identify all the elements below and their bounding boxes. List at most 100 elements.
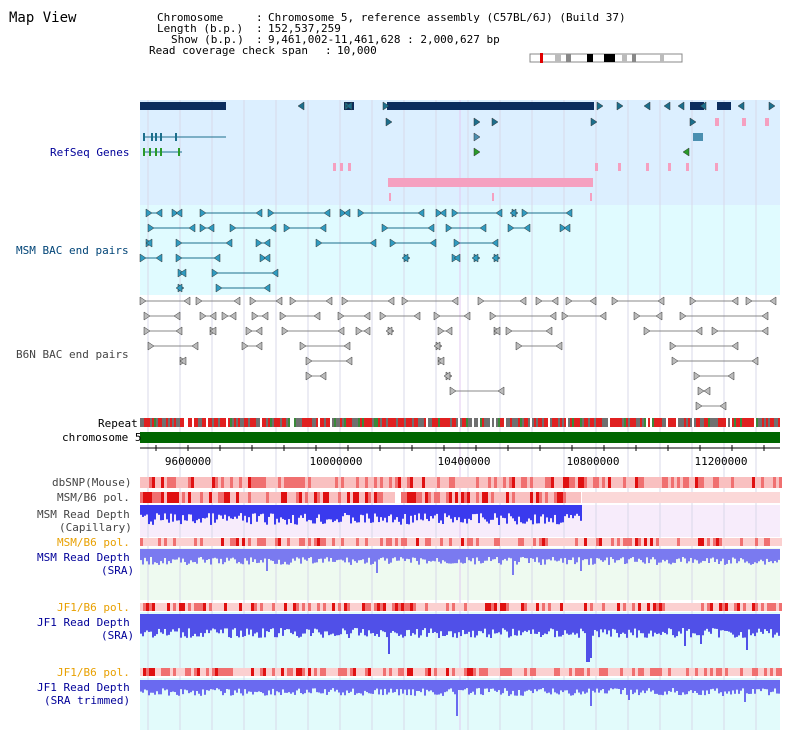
jf1-sra-depth-bar	[608, 614, 610, 631]
msm-sra-depth-bar	[666, 549, 668, 560]
repeat-segment	[494, 418, 496, 427]
jf1-pol2-cell	[149, 668, 152, 676]
jf1-sra-depth-bar	[362, 614, 364, 630]
jf1-pol2-cell	[515, 668, 518, 676]
jf1-pol-cell	[434, 603, 437, 611]
msm-sra-depth-bar	[572, 549, 574, 558]
jf1-trim-depth-bar	[702, 680, 704, 691]
msm-sra-depth-bar	[772, 549, 774, 564]
jf1-sra-depth-bar	[334, 614, 336, 636]
msm-sra-depth-bar	[380, 549, 382, 559]
track-label-jf1-b6-pol-2[interactable]: JF1/B6 pol.	[57, 666, 130, 679]
repeat-segment	[164, 418, 166, 427]
track-label-refseq[interactable]: RefSeq Genes	[50, 146, 130, 159]
jf1-sra-depth-bar	[670, 614, 672, 630]
jf1-sra-depth-bar	[428, 614, 430, 633]
jf1-pol2-cell	[491, 668, 494, 676]
repeat-segment	[342, 418, 344, 427]
msm-pol-cell	[524, 492, 527, 503]
track-label-msm-depth-capillary[interactable]: MSM Read Depth	[37, 508, 130, 521]
jf1-trim-depth-bar	[428, 680, 430, 692]
jf1-trim-depth-bar	[252, 680, 254, 695]
msm-sra-depth-bar	[304, 549, 306, 560]
jf1-pol2-cell	[752, 668, 755, 676]
msm-cap-depth-bar	[576, 505, 578, 514]
jf1-trim-depth-bar	[760, 680, 762, 692]
jf1-sra-depth-bar	[776, 614, 778, 633]
jf1-trim-depth-bar	[164, 680, 166, 691]
msm-pair-end-icon	[175, 238, 183, 248]
track-label-msm-bac[interactable]: MSM BAC end pairs	[16, 244, 129, 257]
msm-sra-depth-bar	[610, 549, 612, 558]
jf1-sra-depth-bar	[156, 614, 158, 635]
jf1-pol2-cell	[494, 668, 497, 676]
msm-sra-depth-bar	[582, 549, 584, 561]
msm-sra-depth-bar	[620, 549, 622, 559]
msm-pol-cell	[176, 492, 179, 503]
repeat-segment	[346, 418, 348, 427]
repeat-segment	[166, 418, 168, 427]
msm-sra-depth-bar	[330, 549, 332, 558]
jf1-trim-depth-bar	[450, 680, 452, 689]
msm-cap-depth-bar	[242, 505, 244, 521]
jf1-sra-depth-bar	[352, 614, 354, 630]
jf1-sra-depth-bar	[212, 614, 214, 629]
dbsnp-cell	[599, 477, 602, 488]
msm-sra-depth-bar	[164, 549, 166, 559]
msm-pol-cell	[443, 492, 446, 503]
jf1-trim-depth-bar	[756, 680, 758, 690]
msm-pol-cell	[512, 492, 515, 503]
dbsnp-cell	[362, 477, 365, 488]
repeat-segment	[378, 418, 380, 427]
b6n-pair-end-icon	[695, 401, 703, 411]
jf1-pol2-cell	[200, 668, 203, 676]
jf1-trim-depth-bar	[752, 680, 754, 690]
track-label-dbsnp[interactable]: dbSNP(Mouse)	[52, 476, 132, 489]
track-label-jf1-b6-pol[interactable]: JF1/B6 pol.	[57, 601, 130, 614]
msm-cap-depth-bar	[326, 505, 328, 520]
track-label-msm-b6-pol-2[interactable]: MSM/B6 pol.	[57, 536, 130, 549]
jf1-trim-depth-bar	[270, 680, 272, 695]
jf1-trim-depth-bar	[746, 680, 748, 694]
jf1-pol2-cell	[572, 668, 575, 676]
jf1-pol2-cell	[284, 668, 287, 676]
jf1-trim-depth-bar	[576, 680, 578, 690]
jf1-sra-depth-bar	[250, 614, 252, 630]
msm-pol-cell	[554, 492, 557, 503]
track-label-msm-b6-pol[interactable]: MSM/B6 pol.	[57, 491, 130, 504]
msm-pair-end-icon	[343, 208, 351, 218]
repeat-segment	[484, 418, 486, 427]
msm-pol-cell	[326, 492, 329, 503]
repeat-segment	[490, 418, 492, 427]
repeat-segment	[258, 418, 260, 427]
track-label-b6n-bac[interactable]: B6N BAC end pairs	[16, 348, 129, 361]
jf1-sra-depth-bar	[508, 614, 510, 638]
repeat-segment	[618, 418, 620, 427]
track-label-jf1-depth-trimmed[interactable]: JF1 Read Depth	[37, 681, 130, 694]
msm-pol-cell	[290, 492, 293, 503]
repeat-segment	[620, 418, 622, 427]
msm-cap-depth-bar	[558, 505, 560, 525]
repeat-segment	[556, 418, 558, 427]
dbsnp-cell	[251, 477, 254, 488]
msm-cap-depth-bar	[502, 505, 504, 518]
track-label-msm-depth-sra[interactable]: MSM Read Depth	[37, 551, 130, 564]
track-label-jf1-depth-sra[interactable]: JF1 Read Depth	[37, 616, 130, 629]
dbsnp-cell	[593, 477, 596, 488]
jf1-pol2-cell	[233, 668, 236, 676]
jf1-pol-cell	[179, 603, 182, 611]
msm-cap-depth-bar	[208, 505, 210, 514]
msm-cap-depth-bar	[532, 505, 534, 525]
dbsnp-cell	[563, 477, 566, 488]
dbsnp-cell	[206, 477, 209, 488]
b6n-pair-end-icon	[337, 326, 345, 336]
msm-pol-cell	[452, 492, 455, 503]
jf1-trim-depth-bar	[482, 680, 484, 696]
dbsnp-cell	[725, 477, 728, 488]
repeat-segment	[274, 418, 276, 427]
jf1-pol-cell	[149, 603, 152, 611]
jf1-sra-depth-bar	[220, 614, 222, 630]
jf1-sra-depth-bar	[668, 614, 670, 629]
repeat-segment	[456, 418, 458, 427]
